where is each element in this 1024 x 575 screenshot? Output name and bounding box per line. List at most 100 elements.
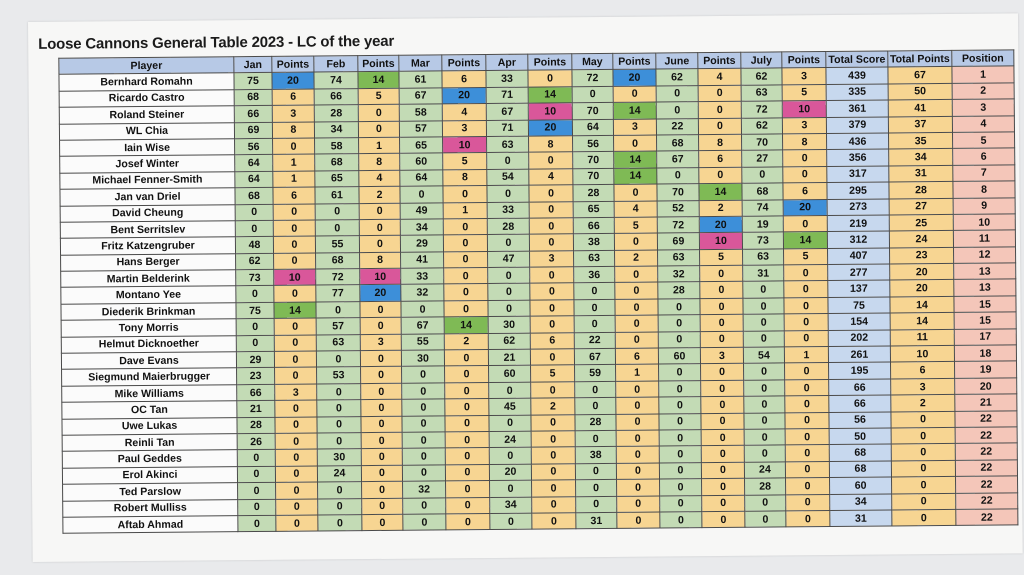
points-cell: 0	[701, 511, 745, 528]
points-cell: 0	[784, 362, 829, 380]
player-name: Uwe Lukas	[61, 417, 238, 436]
points-cell: 0	[273, 252, 316, 270]
points-cell: 0	[615, 413, 660, 431]
score-cell: 68	[234, 187, 274, 205]
column-header: Player	[58, 56, 234, 75]
score-cell: 66	[234, 105, 273, 123]
total-score-cell: 356	[826, 149, 889, 167]
score-cell: 0	[744, 428, 786, 446]
score-cell: 0	[401, 382, 445, 400]
points-cell: 0	[360, 383, 402, 400]
score-cell: 0	[573, 282, 615, 300]
score-cell: 0	[744, 510, 786, 528]
points-cell: 0	[700, 412, 745, 430]
total-score-cell: 195	[828, 362, 891, 380]
score-cell: 0	[237, 449, 276, 467]
points-cell: 0	[782, 166, 827, 184]
position-cell: 11	[953, 230, 1016, 248]
points-cell: 0	[273, 219, 316, 237]
score-cell: 0	[402, 497, 446, 515]
points-cell: 0	[531, 463, 576, 481]
points-cell: 0	[274, 400, 317, 417]
score-cell: 0	[659, 462, 702, 480]
position-cell: 8	[952, 181, 1016, 198]
points-cell: 0	[444, 349, 489, 367]
score-cell: 56	[572, 135, 614, 153]
points-cell: 0	[444, 382, 489, 400]
score-cell: 29	[236, 351, 275, 369]
player-name: OC Tan	[61, 400, 237, 419]
total-score-cell: 219	[827, 214, 890, 232]
points-cell: 0	[615, 315, 659, 333]
score-cell: 61	[398, 71, 443, 89]
page-title: Loose Cannons General Table 2023 - LC of…	[38, 32, 395, 53]
points-cell: 0	[783, 215, 828, 233]
score-cell: 56	[234, 138, 273, 156]
player-name: Jan van Driel	[59, 187, 236, 206]
points-cell: 0	[275, 482, 318, 499]
points-cell: 0	[531, 430, 576, 448]
position-cell: 22	[954, 410, 1018, 428]
points-cell: 5	[442, 152, 487, 170]
points-cell: 0	[275, 465, 318, 483]
position-cell: 22	[955, 492, 1018, 510]
points-cell: 0	[360, 317, 402, 335]
points-cell: 0	[359, 219, 401, 236]
points-cell: 0	[785, 461, 830, 479]
points-cell: 3	[274, 383, 317, 401]
score-cell: 0	[237, 482, 276, 500]
column-header: Points	[271, 56, 314, 73]
position-cell: 20	[954, 377, 1017, 395]
score-cell: 0	[316, 350, 361, 368]
score-cell: 0	[658, 364, 701, 381]
points-cell: 0	[616, 462, 660, 480]
score-cell: 28	[574, 413, 617, 431]
column-header: Points	[527, 53, 572, 71]
points-cell: 6	[698, 150, 742, 168]
score-cell: 34	[314, 121, 359, 138]
points-cell: 0	[701, 478, 745, 496]
score-cell: 71	[486, 86, 529, 104]
points-cell: 4	[442, 103, 487, 121]
score-cell: 62	[741, 117, 783, 135]
points-cell: 6	[782, 182, 828, 200]
player-name: Diederik Brinkman	[60, 302, 237, 321]
score-cell: 0	[236, 335, 275, 352]
total-points-cell: 20	[889, 263, 954, 281]
score-cell: 0	[486, 152, 529, 170]
score-cell: 68	[314, 153, 359, 171]
points-cell: 1	[443, 202, 488, 219]
total-score-cell: 277	[827, 264, 890, 281]
points-cell: 1	[272, 154, 315, 172]
total-score-cell: 154	[828, 313, 891, 331]
points-cell: 4	[697, 68, 742, 86]
score-cell: 31	[575, 512, 617, 530]
score-cell: 65	[573, 200, 615, 218]
player-name: Bernhard Romahn	[58, 73, 235, 92]
points-cell: 0	[699, 298, 744, 315]
player-name: Bent Serritslev	[60, 220, 236, 239]
points-cell: 2	[614, 249, 658, 267]
score-cell: 66	[314, 88, 359, 106]
points-cell: 8	[442, 169, 487, 187]
position-cell: 12	[953, 246, 1016, 264]
score-cell: 0	[658, 396, 701, 414]
points-cell: 6	[441, 70, 487, 88]
total-points-cell: 50	[888, 83, 953, 101]
score-cell: 0	[657, 298, 701, 316]
column-header: Mar	[398, 54, 442, 72]
score-cell: 22	[574, 332, 616, 349]
score-cell: 0	[743, 412, 786, 430]
total-points-cell: 2	[890, 394, 955, 412]
points-cell: 0	[784, 379, 829, 397]
total-score-cell: 273	[827, 198, 890, 216]
score-cell: 59	[574, 364, 616, 382]
points-cell: 0	[443, 283, 488, 301]
score-cell: 36	[573, 266, 615, 284]
points-cell: 0	[444, 365, 489, 383]
total-score-cell: 60	[829, 477, 892, 495]
score-cell: 58	[399, 104, 443, 121]
score-cell: 70	[741, 133, 783, 151]
total-points-cell: 0	[891, 509, 956, 527]
points-cell: 6	[272, 88, 315, 106]
